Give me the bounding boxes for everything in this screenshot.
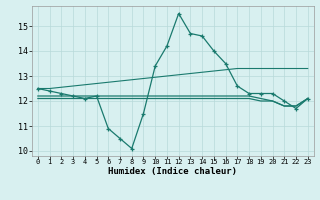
- X-axis label: Humidex (Indice chaleur): Humidex (Indice chaleur): [108, 167, 237, 176]
